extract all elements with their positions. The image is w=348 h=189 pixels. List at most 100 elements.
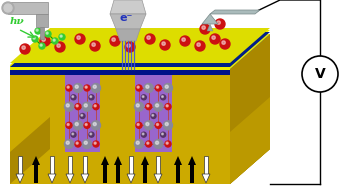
Circle shape	[112, 38, 115, 41]
Circle shape	[195, 41, 205, 51]
Polygon shape	[116, 29, 140, 41]
Circle shape	[154, 102, 163, 111]
Circle shape	[202, 26, 205, 29]
Circle shape	[165, 122, 168, 126]
Circle shape	[76, 142, 78, 144]
Circle shape	[146, 122, 149, 126]
Circle shape	[72, 133, 74, 135]
Circle shape	[84, 104, 87, 107]
Polygon shape	[66, 174, 74, 183]
Circle shape	[66, 122, 72, 128]
Circle shape	[146, 104, 152, 110]
Polygon shape	[110, 0, 146, 14]
Polygon shape	[10, 28, 270, 63]
Circle shape	[125, 42, 135, 52]
Circle shape	[145, 34, 155, 44]
Polygon shape	[101, 156, 109, 165]
Circle shape	[136, 141, 139, 144]
Polygon shape	[202, 174, 210, 183]
Polygon shape	[100, 152, 135, 184]
Circle shape	[215, 19, 225, 29]
Polygon shape	[10, 34, 270, 69]
Circle shape	[164, 121, 173, 130]
Circle shape	[89, 132, 94, 137]
Circle shape	[164, 84, 173, 92]
Circle shape	[155, 122, 161, 128]
Circle shape	[147, 36, 150, 39]
Circle shape	[40, 44, 42, 46]
Polygon shape	[10, 152, 230, 184]
Circle shape	[162, 42, 165, 45]
Circle shape	[76, 105, 78, 107]
Polygon shape	[230, 34, 270, 184]
Polygon shape	[172, 69, 230, 152]
Circle shape	[157, 123, 159, 125]
Polygon shape	[10, 65, 230, 70]
Polygon shape	[103, 165, 107, 183]
Circle shape	[151, 114, 156, 119]
Polygon shape	[8, 2, 48, 14]
Circle shape	[85, 86, 87, 88]
Circle shape	[73, 84, 82, 92]
Circle shape	[66, 104, 69, 107]
Circle shape	[71, 95, 76, 100]
Circle shape	[72, 96, 74, 98]
Polygon shape	[188, 156, 196, 165]
Circle shape	[71, 132, 76, 137]
Circle shape	[182, 38, 185, 41]
Circle shape	[197, 43, 200, 46]
Circle shape	[210, 34, 220, 44]
Circle shape	[142, 133, 144, 135]
Polygon shape	[10, 32, 270, 67]
Polygon shape	[10, 34, 270, 69]
Circle shape	[127, 44, 130, 47]
Circle shape	[42, 38, 45, 41]
Circle shape	[156, 141, 159, 144]
Polygon shape	[230, 97, 270, 184]
Circle shape	[110, 36, 120, 46]
Polygon shape	[230, 97, 270, 184]
Polygon shape	[48, 174, 56, 183]
Circle shape	[46, 32, 48, 34]
Circle shape	[157, 86, 159, 88]
Circle shape	[155, 85, 161, 91]
Circle shape	[80, 114, 85, 119]
Polygon shape	[230, 34, 270, 184]
Circle shape	[67, 86, 69, 88]
Circle shape	[136, 85, 142, 91]
Polygon shape	[135, 69, 172, 152]
Polygon shape	[156, 156, 160, 174]
Circle shape	[60, 35, 62, 37]
Circle shape	[134, 102, 143, 111]
Circle shape	[141, 132, 146, 137]
Polygon shape	[83, 156, 87, 174]
Circle shape	[166, 142, 168, 144]
Circle shape	[2, 2, 14, 14]
Circle shape	[92, 121, 101, 130]
Circle shape	[35, 28, 41, 34]
Polygon shape	[114, 156, 122, 165]
Circle shape	[32, 36, 38, 42]
Circle shape	[137, 123, 139, 125]
Polygon shape	[50, 156, 54, 174]
Circle shape	[161, 133, 163, 135]
Circle shape	[136, 122, 142, 128]
Circle shape	[134, 139, 143, 149]
Circle shape	[94, 105, 96, 107]
Circle shape	[146, 85, 149, 88]
Circle shape	[92, 84, 101, 92]
Circle shape	[161, 95, 166, 100]
Circle shape	[4, 4, 12, 12]
Polygon shape	[141, 156, 149, 165]
Circle shape	[137, 86, 139, 88]
Polygon shape	[100, 69, 135, 152]
Polygon shape	[10, 69, 65, 152]
Circle shape	[90, 133, 92, 135]
Circle shape	[147, 105, 149, 107]
Polygon shape	[10, 34, 105, 69]
Polygon shape	[110, 14, 146, 29]
Circle shape	[59, 34, 65, 40]
Circle shape	[67, 123, 69, 125]
Polygon shape	[65, 34, 140, 69]
Circle shape	[66, 85, 72, 91]
